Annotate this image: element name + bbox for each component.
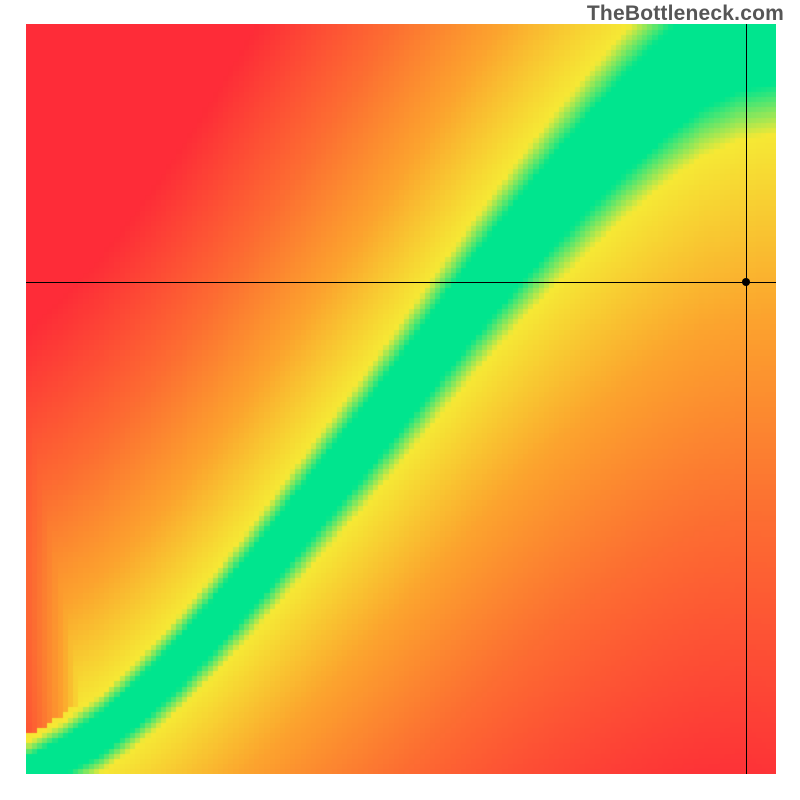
watermark-text: TheBottleneck.com [587, 2, 784, 26]
heatmap-canvas [26, 24, 776, 774]
chart-container: TheBottleneck.com [0, 0, 800, 800]
heatmap-plot [26, 24, 776, 774]
